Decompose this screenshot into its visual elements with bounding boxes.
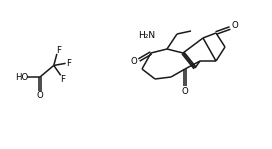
Text: F: F [56, 46, 61, 55]
Text: F: F [66, 59, 71, 68]
Text: O: O [131, 58, 137, 66]
Text: F: F [60, 75, 65, 84]
Text: O: O [37, 91, 43, 100]
Text: H₂N: H₂N [138, 31, 155, 41]
Text: HO: HO [16, 73, 29, 82]
Text: O: O [232, 21, 238, 31]
Text: O: O [182, 87, 188, 96]
